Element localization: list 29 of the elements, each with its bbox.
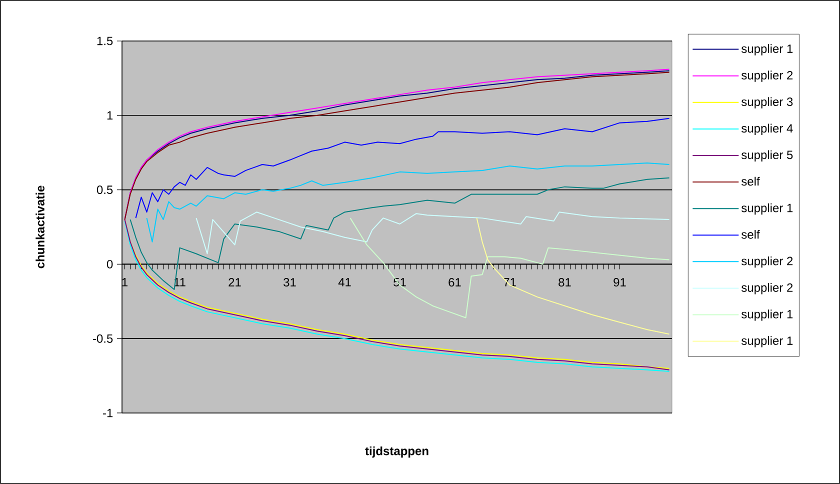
x-tick-label: 91 xyxy=(614,278,626,287)
legend-label: supplier 2 xyxy=(741,70,793,82)
legend-label: supplier 5 xyxy=(741,150,793,162)
y-axis-title: chunkactivatie xyxy=(36,186,44,268)
y-tick-label: 0.5 xyxy=(96,186,113,194)
legend-label: supplier 1 xyxy=(741,336,793,348)
legend-label: supplier 1 xyxy=(741,310,793,321)
legend-label: supplier 1 xyxy=(741,203,793,215)
legend-label: self xyxy=(741,230,760,239)
legend-label: self xyxy=(741,176,760,186)
line-series xyxy=(146,162,670,242)
y-tick-label: 0 xyxy=(106,260,113,268)
y-tick-label: 1.5 xyxy=(97,36,113,46)
x-axis-title: tijdstappen xyxy=(365,446,428,458)
x-tick-label: 31 xyxy=(284,278,296,287)
line-series xyxy=(196,212,670,254)
legend-label: supplier 4 xyxy=(741,124,793,135)
x-tick-label: 81 xyxy=(558,278,571,287)
legend-label: supplier 2 xyxy=(741,283,793,294)
x-tick-label: 61 xyxy=(448,278,461,287)
legend-label: supplier 1 xyxy=(741,44,793,56)
y-tick-label: 1 xyxy=(107,111,113,120)
x-tick-label: 41 xyxy=(338,278,351,286)
x-tick-label: 21 xyxy=(228,278,241,286)
legend-label: supplier 2 xyxy=(741,256,793,268)
legend-label: supplier 3 xyxy=(741,97,793,108)
y-tick-label: -0.5 xyxy=(93,334,113,343)
y-tick-label: -1 xyxy=(103,408,113,418)
line-series xyxy=(135,118,670,219)
